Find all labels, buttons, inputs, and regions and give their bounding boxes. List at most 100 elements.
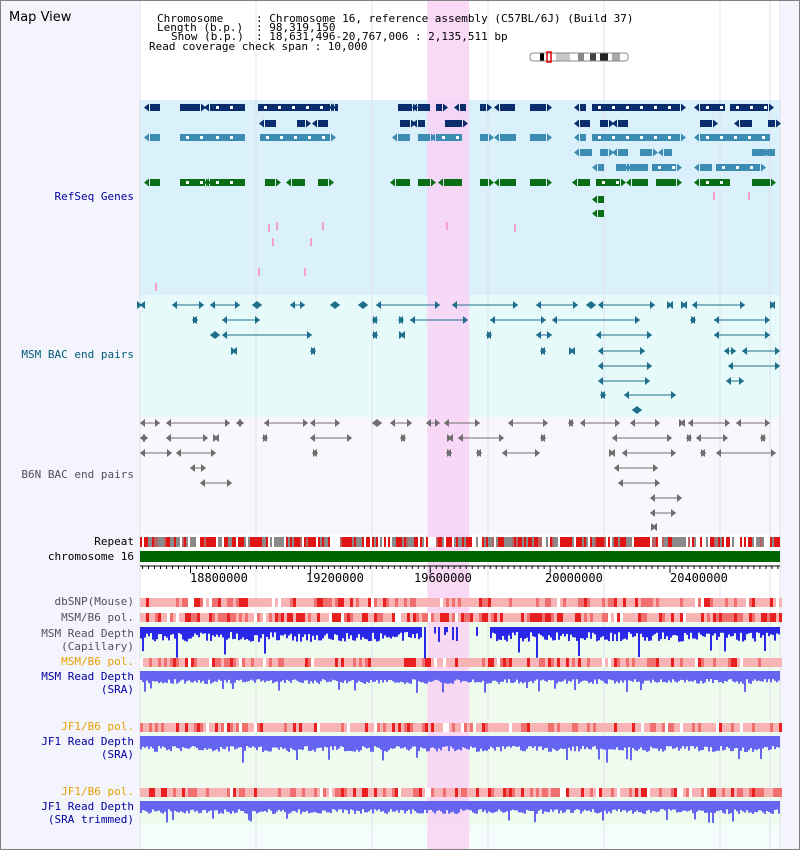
jf1-b6-pol-trimmed-cell [569,788,572,797]
msm-depth-sra-bar [224,671,226,681]
refseq-strand-arrow [430,133,435,142]
repeat-element [198,537,200,547]
msm-depth-sra-bar [478,671,480,683]
jf1-b6-pol-trimmed-cell [488,788,491,797]
msm-depth-sra-bar [446,671,448,684]
refseq-gene [480,134,488,141]
track-label-jf1-b6-pol-sra[interactable]: JF1/B6 pol. [61,720,134,733]
jf1-b6-pol-sra-cell [755,723,758,732]
b6n-bac-end [650,494,655,502]
msm-depth-capillary-bar [392,627,394,637]
track-label-refseq[interactable]: RefSeq Genes [54,190,134,203]
refseq-strand-arrow [694,103,699,112]
track-label-msm-b6-pol-sra[interactable]: MSM/B6 pol. [61,655,134,668]
ideogram-band [590,53,596,61]
msm-depth-sra-bar [468,671,470,683]
jf1-b6-pol-sra-cell [377,723,380,732]
jf1-depth-sra-bar [662,736,664,752]
msm-depth-sra-bar [592,671,594,684]
track-label-chromosome[interactable]: chromosome 16 [47,550,134,563]
refseq-strand-arrow [609,148,614,157]
jf1-depth-sra-bar [430,736,432,748]
dbsnp-track-cell [659,598,662,607]
jf1-depth-trimmed-bar [764,801,766,814]
msm-b6-pol-sra-cell [719,658,722,667]
dbsnp-track-cell [455,598,458,607]
repeat-element [152,537,154,547]
refseq-gene [297,120,305,127]
track-label-msm-depth-capillary[interactable]: MSM Read Depth [41,627,134,640]
track-label-msm-b6-pol-capillary[interactable]: MSM/B6 pol. [61,611,134,624]
track-label-msm-bac[interactable]: MSM BAC end pairs [21,348,134,361]
jf1-b6-pol-trimmed-cell [455,788,458,797]
repeat-element [612,537,614,547]
b6n-bac-end [618,479,623,487]
jf1-depth-trimmed-bar [242,801,244,812]
track-label-dbsnp[interactable]: dbSNP(Mouse) [54,595,134,608]
repeat-element [496,537,498,547]
jf1-b6-pol-sra-cell [143,723,146,732]
track-label-jf1-b6-pol-trimmed[interactable]: JF1/B6 pol. [61,785,134,798]
jf1-depth-trimmed-bar [480,801,482,810]
msm-depth-sra-bar [192,671,194,683]
msm-b6-pol-sra-cell [545,658,548,667]
dbsnp-track-cell [308,598,311,607]
jf1-b6-pol-trimmed-cell [608,788,611,797]
msm-depth-capillary-bar [638,627,640,658]
b6n-bac-end [303,419,308,427]
msm-depth-capillary-bar [518,627,520,653]
msm-depth-capillary-bar [164,627,166,637]
refseq-gene [150,179,160,186]
jf1-depth-sra-bar [264,736,266,751]
track-label-repeat[interactable]: Repeat [94,535,134,548]
msm-b6-pol-capillary-cell [482,613,485,622]
msm-depth-capillary-bar [394,627,396,638]
coverage-span: Read coverage check span : 10,000 [149,40,368,53]
jf1-b6-pol-sra-cell [284,723,287,732]
jf1-b6-pol-sra-cell [464,723,467,732]
jf1-b6-pol-sra-cell [431,723,434,732]
jf1-depth-trimmed-bar [160,801,162,813]
jf1-depth-sra-bar [174,736,176,747]
repeat-element [588,537,590,547]
jf1-depth-trimmed-bar [288,801,290,814]
jf1-b6-pol-trimmed-cell [425,788,428,797]
jf1-b6-pol-trimmed-cell [338,788,341,797]
jf1-b6-pol-trimmed-cell [458,788,461,797]
track-label-msm-depth-sra[interactable]: MSM Read Depth [41,670,134,683]
jf1-depth-trimmed-bar [362,801,364,810]
msm-depth-capillary-bar [418,627,420,640]
repeat-element [692,537,694,547]
msm-depth-capillary-bar [302,627,304,637]
msm-depth-sra-bar [716,671,718,681]
msm-bac-end [399,316,404,324]
refseq-strand-arrow [547,103,552,112]
jf1-depth-trimmed-bar [180,801,182,812]
msm-depth-sra-bar [294,671,296,680]
track-label-b6n-bac[interactable]: B6N BAC end pairs [21,468,134,481]
jf1-depth-sra-bar [672,736,674,749]
track-label-jf1-depth-trimmed[interactable]: JF1 Read Depth [41,800,134,813]
repeat-element [464,537,466,547]
jf1-depth-trimmed-bar [736,801,738,812]
repeat-element [240,537,242,547]
msm-depth-sra-bar [284,671,286,684]
jf1-depth-trimmed-bar [708,801,710,823]
jf1-depth-trimmed-bar [202,801,204,811]
jf1-depth-trimmed-bar [358,801,360,812]
dbsnp-track-cell [476,598,479,607]
msm-b6-pol-sra-cell [365,658,368,667]
msm-b6-pol-capillary-cell [140,613,143,622]
track-label-jf1-depth-sra[interactable]: JF1 Read Depth [41,735,134,748]
dbsnp-track-cell [599,598,602,607]
jf1-depth-sra-bar [592,736,594,747]
jf1-b6-pol-trimmed-cell [503,788,506,797]
jf1-depth-sra-bar [694,736,696,749]
msm-depth-sra-bar [572,671,574,680]
msm-depth-sra-bar [416,671,418,693]
jf1-b6-pol-sra-cell [233,723,236,732]
msm-b6-pol-sra-cell [371,658,374,667]
msm-b6-pol-sra-cell [227,658,230,667]
msm-bac-end [536,331,541,339]
